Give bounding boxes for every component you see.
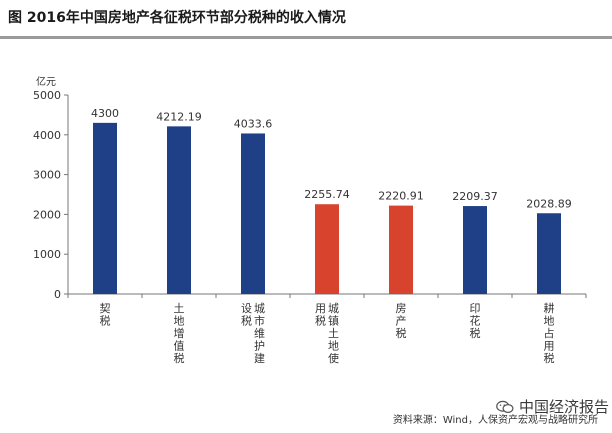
- value-label: 2220.91: [378, 190, 424, 203]
- value-label: 2255.74: [304, 188, 350, 201]
- category-label-char: 税: [315, 314, 326, 328]
- category-label-char: 耕: [544, 301, 555, 315]
- category-label-char: 使: [328, 352, 339, 365]
- category-label-char: 维: [254, 327, 265, 340]
- y-tick-label: 3000: [33, 169, 61, 182]
- category-label-char: 增: [174, 326, 185, 340]
- bar: [463, 206, 487, 294]
- category-label-char: 产: [396, 314, 407, 328]
- bar: [389, 205, 413, 294]
- y-tick-label: 1000: [33, 248, 61, 261]
- category-label: 房产税: [396, 302, 407, 340]
- category-label-char: 印: [470, 302, 481, 315]
- axes-group: 0 1000 2000 3000 4000 5000: [33, 89, 587, 301]
- bars-group: [93, 122, 561, 295]
- category-label-char: 值: [174, 340, 185, 353]
- y-axis-unit-label: 亿元: [36, 75, 56, 88]
- value-label: 2209.37: [452, 190, 498, 203]
- category-label-char: 城: [328, 302, 339, 315]
- wechat-icon: [496, 400, 514, 413]
- category-label-char: 税: [544, 351, 555, 365]
- y-tick-label: 5000: [33, 89, 61, 102]
- category-label-char: 土: [174, 302, 185, 315]
- bar: [167, 126, 191, 295]
- bar: [537, 213, 561, 294]
- category-label-char: 税: [396, 326, 407, 340]
- y-tick-label: 4000: [33, 129, 61, 142]
- category-label-char: 税: [470, 326, 481, 340]
- category-label: 契税: [100, 301, 111, 328]
- category-label-char: 土: [328, 327, 339, 340]
- category-label-char: 城: [254, 302, 265, 315]
- bar: [315, 204, 339, 294]
- chart-title: 图 2016年中国房地产各征税环节部分税种的收入情况: [8, 10, 346, 26]
- category-label-char: 契: [100, 301, 111, 315]
- y-tick-label: 0: [54, 288, 61, 301]
- category-label-char: 税: [100, 314, 111, 328]
- value-label: 4212.19: [156, 110, 202, 123]
- category-label-char: 花: [470, 315, 481, 328]
- category-label-char: 护: [254, 339, 265, 353]
- value-labels-group: 4300 4212.19 4033.6 2255.74 2220.91 2209.37 20…: [91, 107, 572, 210]
- category-label-char: 占: [544, 326, 555, 340]
- watermark-text: 中国经济报告: [519, 398, 610, 416]
- category-label-char: 镇: [328, 314, 339, 328]
- source-note: 资料来源：Wind，人保资产宏观与战略研究所: [392, 415, 598, 426]
- category-label-char: 用: [544, 340, 555, 353]
- category-label-char: 房: [396, 302, 407, 315]
- category-label-char: 地: [544, 315, 555, 328]
- bar: [241, 133, 265, 294]
- category-label: 印花税: [470, 302, 481, 340]
- value-label: 2028.89: [526, 197, 572, 210]
- watermark: 中国经济报告: [496, 396, 609, 417]
- y-tick-label: 2000: [33, 208, 61, 221]
- category-label-char: 地: [328, 340, 339, 353]
- category-label-char: 用: [315, 302, 326, 315]
- category-label-char: 税: [241, 314, 252, 328]
- category-label-char: 设: [241, 302, 252, 315]
- value-label: 4300: [91, 107, 119, 120]
- category-label-char: 税: [174, 351, 185, 365]
- category-label-char: 地: [174, 315, 185, 328]
- bar: [93, 122, 117, 294]
- value-label: 4033.6: [234, 117, 273, 130]
- category-label-char: 建: [254, 351, 265, 365]
- title-divider: [0, 36, 612, 39]
- category-label-char: 市: [254, 314, 265, 328]
